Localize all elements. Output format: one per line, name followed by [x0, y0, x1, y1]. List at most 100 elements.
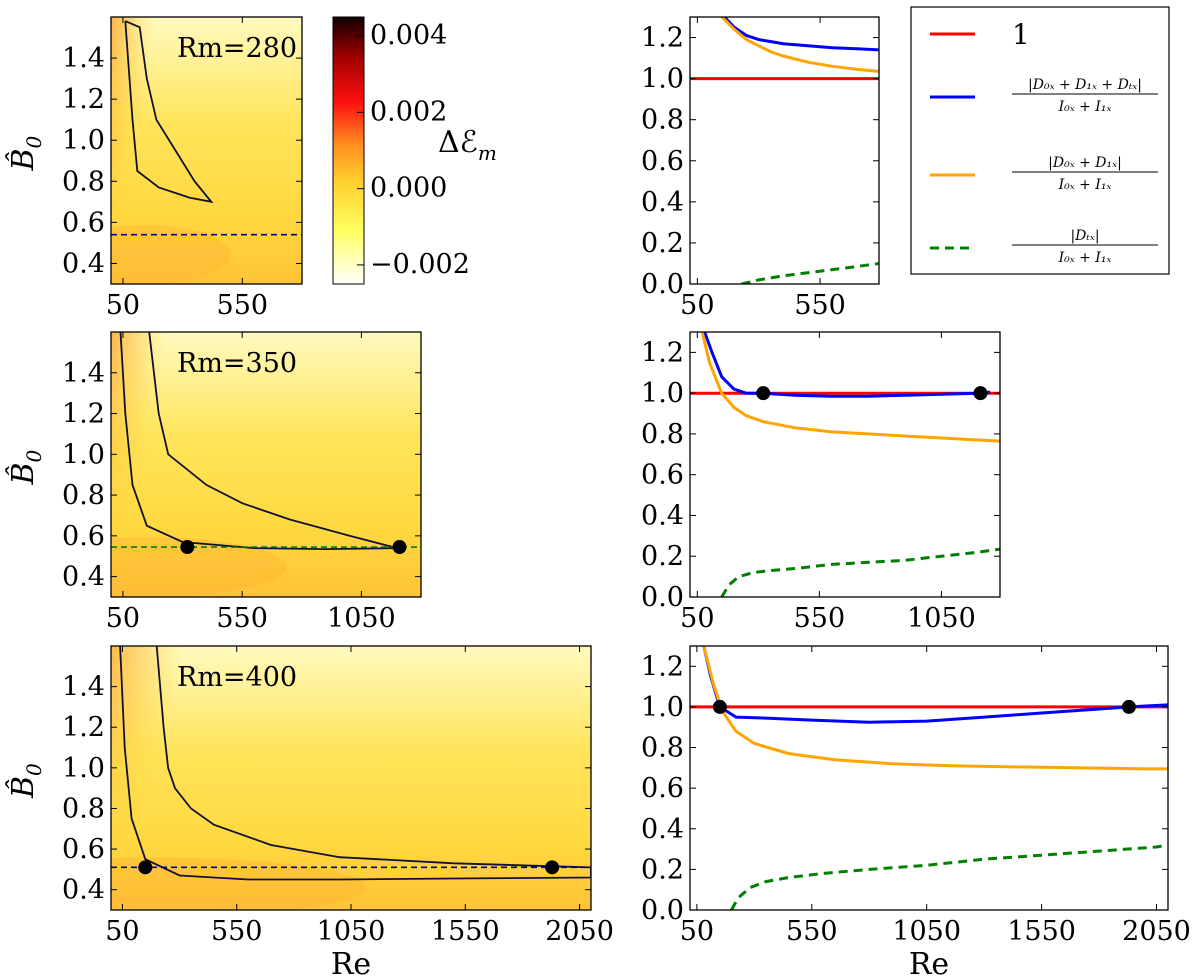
y-tick-label: 1.2 [641, 651, 684, 682]
x-tick-label: 50 [680, 603, 714, 634]
y-tick-label: 0.2 [641, 854, 684, 885]
heatmap-band [111, 537, 287, 597]
y-tick-label: 0.6 [641, 773, 684, 804]
legend-numerator-2: |D₀ₓ + D₁ₓ + Dₜₓ| [1028, 77, 1142, 93]
plot-area [111, 17, 302, 284]
marker-point [756, 386, 771, 401]
y-tick-label: 1.0 [641, 378, 684, 409]
plot-area [690, 332, 1000, 597]
y-tick-label: 0.6 [641, 146, 684, 177]
axes-frame [689, 16, 880, 285]
y-tick-label: 1.2 [641, 337, 684, 368]
contour-line [119, 646, 591, 881]
x-tick-label: 1050 [892, 916, 961, 947]
x-tick-label: 2050 [1122, 916, 1191, 947]
series-orange [720, 17, 879, 73]
series-green [741, 262, 879, 284]
x-axis-label: Re [331, 947, 371, 980]
y-tick-label: 0.8 [62, 480, 105, 511]
colorbar: 0.004 0.002 0.000 −0.002 Δℰm [332, 16, 497, 285]
y-axis-label-base: B̂ [6, 776, 41, 799]
plot-area [111, 646, 591, 910]
y-tick-label: 0.6 [62, 521, 105, 552]
y-tick-label: 0.2 [641, 228, 684, 259]
y-axis-label: B̂0 [6, 763, 46, 799]
series-blue [702, 646, 1168, 724]
colorbar-tick-label: 0.000 [370, 173, 447, 204]
y-tick-label: 0.6 [62, 207, 105, 238]
marker-point [138, 860, 153, 875]
series-green [720, 547, 1000, 597]
y-axis-label: B̂0 [6, 449, 46, 485]
plot-area [690, 646, 1168, 910]
legend-denominator-2: I₀ₓ + I₁ₓ [1058, 99, 1112, 115]
y-axis-label-base: B̂ [6, 462, 41, 485]
axes-frame [689, 331, 1001, 598]
y-tick-label: 0.2 [641, 541, 684, 572]
heatmap-hotspot [111, 646, 207, 910]
y-tick-label: 1.2 [641, 23, 684, 54]
contour-line [124, 20, 214, 204]
x-tick-label: 550 [211, 916, 263, 947]
heatmap-hotspot [111, 332, 183, 597]
y-tick-label: 0.6 [641, 460, 684, 491]
x-tick-label: 50 [680, 916, 714, 947]
y-tick-label: 0.6 [62, 834, 105, 865]
y-tick-label: 0.0 [641, 895, 684, 926]
legend-items: 1 |D₀ₓ + D₁ₓ + Dₜₓ| I₀ₓ + I₁ₓ |D₀ₓ + D₁ₓ| I₀… [930, 18, 1158, 266]
y-tick-label: 0.4 [62, 248, 105, 279]
y-tick-label: 1.2 [62, 712, 105, 743]
panel-title: Rm=350 [177, 348, 297, 379]
marker-point [392, 540, 407, 555]
panel-5: Rm=400 0.4 0.6 0.8 1.0 1.2 1.4 50 550 1050 1550 205… [6, 645, 614, 980]
panel-4: 0.0 0.2 0.4 0.6 0.8 1.0 1.2 50 550 1050 [641, 331, 1001, 634]
series-green [730, 843, 1168, 910]
y-tick-label: 1.4 [62, 43, 105, 74]
x-tick-label: 1050 [907, 603, 976, 634]
panel-3: Rm=350 0.4 0.6 0.8 1.0 1.2 1.4 50 550 1050 B̂0 [6, 331, 422, 634]
colorbar-tick-label: −0.002 [370, 249, 470, 280]
legend-numerator-4: |Dₜₓ| [1070, 228, 1099, 244]
x-tick-label: 1550 [1007, 916, 1076, 947]
axes-frame [110, 331, 422, 598]
x-tick-label: 1050 [317, 916, 386, 947]
panel-title: Rm=400 [177, 662, 297, 693]
x-tick-label: 50 [106, 603, 140, 634]
x-tick-label: 50 [680, 290, 714, 321]
colorbar-ticks: 0.004 0.002 0.000 −0.002 [357, 20, 470, 280]
legend-numerator-3: |D₀ₓ + D₁ₓ| [1048, 155, 1122, 171]
y-tick-label: 1.2 [62, 84, 105, 115]
colorbar-label: Δℰm [438, 125, 497, 165]
y-tick-label: 0.4 [62, 562, 105, 593]
y-axis-label-subscript: 0 [22, 449, 46, 462]
y-tick-label: 0.8 [62, 793, 105, 824]
y-tick-label: 1.0 [641, 692, 684, 723]
y-tick-label: 1.0 [641, 64, 684, 95]
legend-label-1: 1 [1012, 18, 1030, 51]
panel-6: 0.0 0.2 0.4 0.6 0.8 1.0 1.2 50 550 1050 1550 2050 Re [641, 645, 1191, 980]
marker-point [545, 860, 560, 875]
marker-point [712, 699, 727, 714]
plot-area [111, 332, 421, 597]
y-tick-label: 0.8 [641, 105, 684, 136]
heatmap-band [111, 857, 367, 910]
x-tick-label: 550 [216, 603, 268, 634]
axes-frame [689, 645, 1169, 911]
y-tick-label: 1.0 [62, 439, 105, 470]
y-axis-label-subscript: 0 [22, 763, 46, 776]
x-tick-label: 1050 [327, 603, 396, 634]
heatmap-hotspot [111, 17, 166, 284]
heatmap-band [111, 224, 231, 284]
colorbar-tick-label: 0.004 [370, 20, 447, 51]
y-tick-label: 1.4 [62, 358, 105, 389]
y-axis-label-subscript: 0 [22, 135, 46, 148]
series-blue [703, 332, 991, 398]
plot-area [690, 17, 879, 284]
x-tick-label: 550 [794, 290, 846, 321]
y-axis-label-base: B̂ [6, 148, 41, 171]
x-tick-label: 50 [106, 290, 140, 321]
y-tick-label: 1.0 [62, 753, 105, 784]
y-tick-label: 0.8 [641, 733, 684, 764]
x-tick-label: 550 [786, 916, 838, 947]
